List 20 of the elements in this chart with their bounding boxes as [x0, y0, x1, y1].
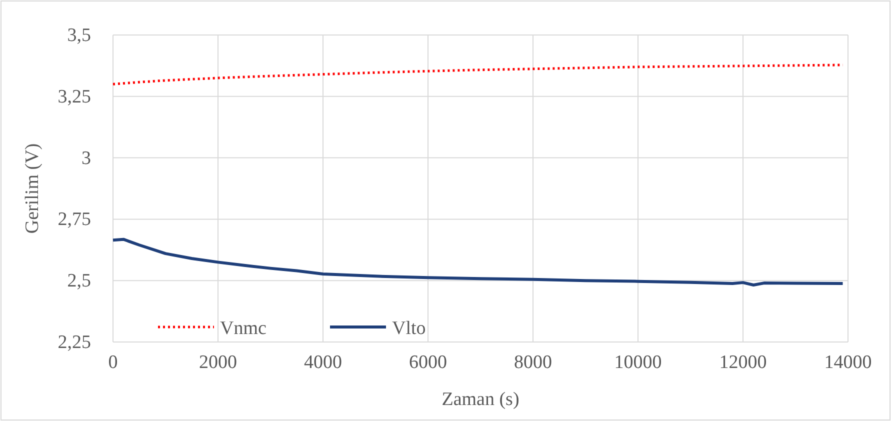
y-tick-label: 2,75	[58, 209, 91, 230]
x-axis-title: Zaman (s)	[442, 389, 520, 410]
x-tick-label: 0	[108, 352, 118, 373]
y-axis-title: Gerilim (V)	[22, 143, 43, 234]
line-series	[112, 64, 844, 86]
y-tick-label: 3,25	[58, 86, 91, 108]
legend-label: Vnmc	[220, 318, 266, 339]
x-tick-label: 12000	[719, 352, 767, 373]
y-tick-label: 3	[82, 148, 91, 169]
x-tick-label: 6000	[409, 352, 447, 373]
line-series	[112, 238, 844, 287]
x-tick-label: 8000	[514, 352, 552, 373]
x-tick-label: 4000	[304, 352, 342, 373]
y-tick-label: 3,5	[67, 25, 91, 46]
x-tick-label: 2000	[199, 352, 237, 373]
y-tick-label: 2,5	[67, 270, 91, 292]
legend-label: Vlto	[392, 318, 426, 339]
x-tick-label: 14000	[824, 352, 872, 373]
y-tick-label: 2,25	[58, 332, 91, 353]
x-tick-label: 10000	[614, 352, 662, 373]
